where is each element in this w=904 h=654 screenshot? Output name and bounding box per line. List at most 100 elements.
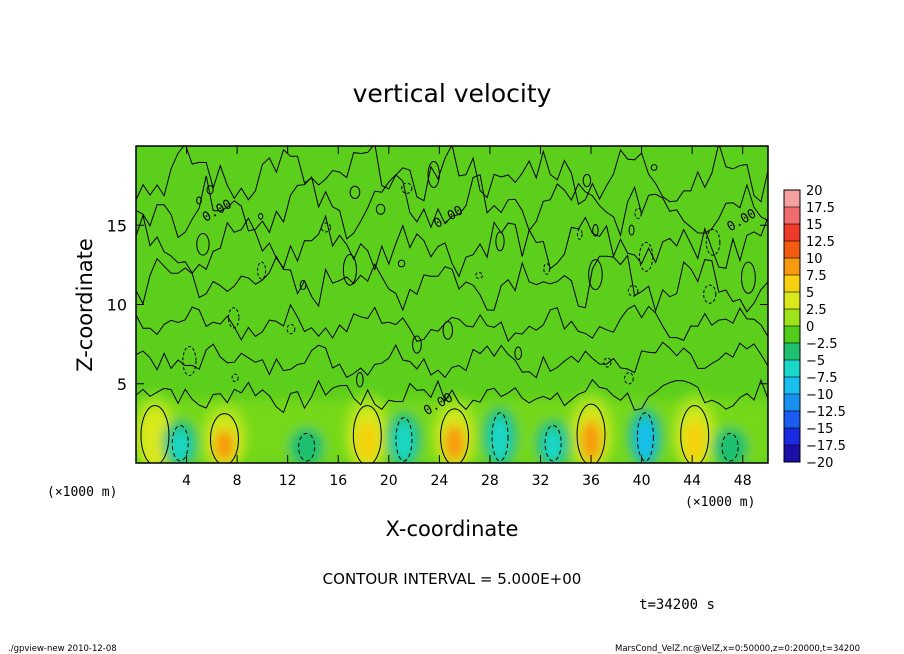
zero-contour-4 — [136, 213, 768, 278]
contour-blob-35 — [356, 371, 364, 388]
contour-blob-13 — [427, 161, 440, 188]
downdraft-contour-1 — [298, 432, 316, 462]
contour-blob-1 — [495, 231, 505, 252]
zero-contour-6 — [136, 146, 768, 206]
x-tick-label-2: 12 — [279, 473, 297, 489]
y-tick-label-1: 10 — [107, 296, 127, 315]
colorbar-swatch-2 — [784, 224, 800, 242]
y-axis-label: Z-coordinate — [73, 238, 97, 372]
x-axis-ticks: 4 8 12 16 20 24 28 32 36 40 44 48 — [182, 146, 752, 489]
colorbar-swatch-12 — [784, 394, 800, 412]
colorbar-label-3: 12.5 — [806, 235, 835, 250]
contour-interval: CONTOUR INTERVAL = 5.000E+00 — [323, 570, 582, 588]
contour-blob-2 — [257, 261, 267, 280]
colorbar-swatch-4 — [784, 258, 800, 276]
velocity-field — [136, 392, 768, 463]
chart-title: vertical velocity — [353, 79, 552, 108]
zero-contour-2 — [136, 303, 768, 343]
downdraft-core-0 — [170, 429, 191, 461]
updraft-contour-3 — [440, 408, 470, 463]
colorbar-label-9: −2.5 — [806, 337, 838, 352]
y-tick-label-2: 15 — [107, 216, 127, 235]
contour-blob-4 — [705, 228, 721, 256]
updraft-contour-1 — [209, 413, 239, 463]
colorbar-label-15: −17.5 — [806, 439, 846, 454]
contour-blob-36 — [638, 241, 654, 272]
x-tick-label-8: 36 — [582, 473, 600, 489]
footer-right: MarsCond_VelZ.nc@VelZ,x=0:50000,z=0:2000… — [615, 644, 860, 654]
x-tick-label-1: 8 — [233, 473, 242, 489]
colorbar-label-2: 15 — [806, 218, 823, 233]
contour-blob-6 — [349, 185, 361, 200]
plot-area: 0.000.000.00 0.00 — [136, 146, 768, 463]
x-tick-label-4: 20 — [380, 473, 398, 489]
contour-blob-19 — [286, 323, 296, 335]
updraft-contour-2 — [352, 405, 382, 463]
contour-blob-12 — [299, 279, 307, 291]
contour-blob-28 — [543, 263, 551, 275]
downdraft-core-5 — [635, 416, 656, 462]
contour-blob-11 — [703, 284, 717, 304]
downdraft-contour-6 — [721, 432, 739, 462]
colorbar-label-12: −10 — [806, 388, 833, 403]
contour-blob-8 — [592, 224, 599, 237]
colorbar-label-1: 17.5 — [806, 201, 835, 216]
contour-blob-33 — [375, 203, 386, 215]
contour-blob-25 — [206, 185, 214, 195]
colorbar-swatch-11 — [784, 377, 800, 395]
updraft-core-3 — [444, 424, 465, 461]
colorbar-label-6: 5 — [806, 286, 814, 301]
zero-contour-5 — [136, 174, 768, 240]
footer-left: ./gpview-new 2010-12-08 — [8, 644, 117, 654]
updraft-contour-0 — [140, 405, 170, 463]
contour-blob-3 — [628, 224, 635, 236]
time-stamp: t=34200 s — [639, 597, 715, 613]
x-tick-label-11: 48 — [734, 473, 752, 489]
contour-blob-32 — [182, 346, 197, 377]
x-tick-label-10: 44 — [683, 473, 701, 489]
colorbar-label-13: −12.5 — [806, 405, 846, 420]
x-tick-label-3: 16 — [329, 473, 347, 489]
contour-blob-27 — [397, 259, 406, 268]
contour-blob-15 — [624, 372, 634, 385]
colorbar: 20 17.5 15 12.5 10 7.5 5 2.5 0 −2.5 −5 −7.5 −10 −12.5… — [783, 184, 846, 471]
contour-blob-17 — [475, 272, 483, 279]
colorbar-label-7: 2.5 — [806, 303, 827, 318]
colorbar-label-10: −5 — [806, 354, 825, 369]
x-axis-label: X-coordinate — [386, 517, 519, 541]
y-axis-ticks: 5 10 15 — [107, 216, 768, 394]
contour-blob-24 — [582, 173, 592, 188]
colorbar-swatch-0 — [784, 190, 800, 208]
downdraft-core-4 — [543, 429, 564, 461]
updraft-contour-5 — [680, 405, 710, 463]
downdraft-contour-3 — [491, 412, 509, 462]
contour-blob-9 — [627, 285, 639, 297]
zero-contour-1 — [136, 341, 768, 379]
contour-blob-31 — [588, 259, 603, 291]
colorbar-swatch-1 — [784, 207, 800, 225]
updraft-core-4 — [581, 420, 602, 462]
contour-blob-20 — [231, 373, 239, 383]
colorbar-swatch-8 — [784, 326, 800, 344]
contour-blob-0 — [196, 196, 202, 205]
colorbar-swatch-15 — [784, 445, 800, 463]
colorbar-label-16: −20 — [806, 456, 833, 471]
contour-blob-16 — [603, 357, 612, 368]
colorbar-swatch-13 — [784, 411, 800, 429]
downdraft-contour-4 — [544, 424, 562, 462]
updraft-core-2 — [357, 421, 378, 461]
contour-blob-34 — [401, 182, 413, 194]
contour-blob-29 — [196, 232, 210, 256]
downdraft-contour-0 — [171, 424, 189, 462]
contour-blob-7 — [227, 307, 240, 329]
x-tick-label-5: 24 — [430, 473, 448, 489]
colorbar-label-4: 10 — [806, 252, 823, 267]
contour-blob-26 — [342, 254, 357, 286]
contour-blob-10 — [320, 222, 332, 233]
x-tick-label-9: 40 — [633, 473, 651, 489]
downdraft-core-3 — [490, 416, 511, 462]
colorbar-swatch-5 — [784, 275, 800, 293]
colorbar-swatch-6 — [784, 292, 800, 310]
colorbar-label-5: 7.5 — [806, 269, 827, 284]
